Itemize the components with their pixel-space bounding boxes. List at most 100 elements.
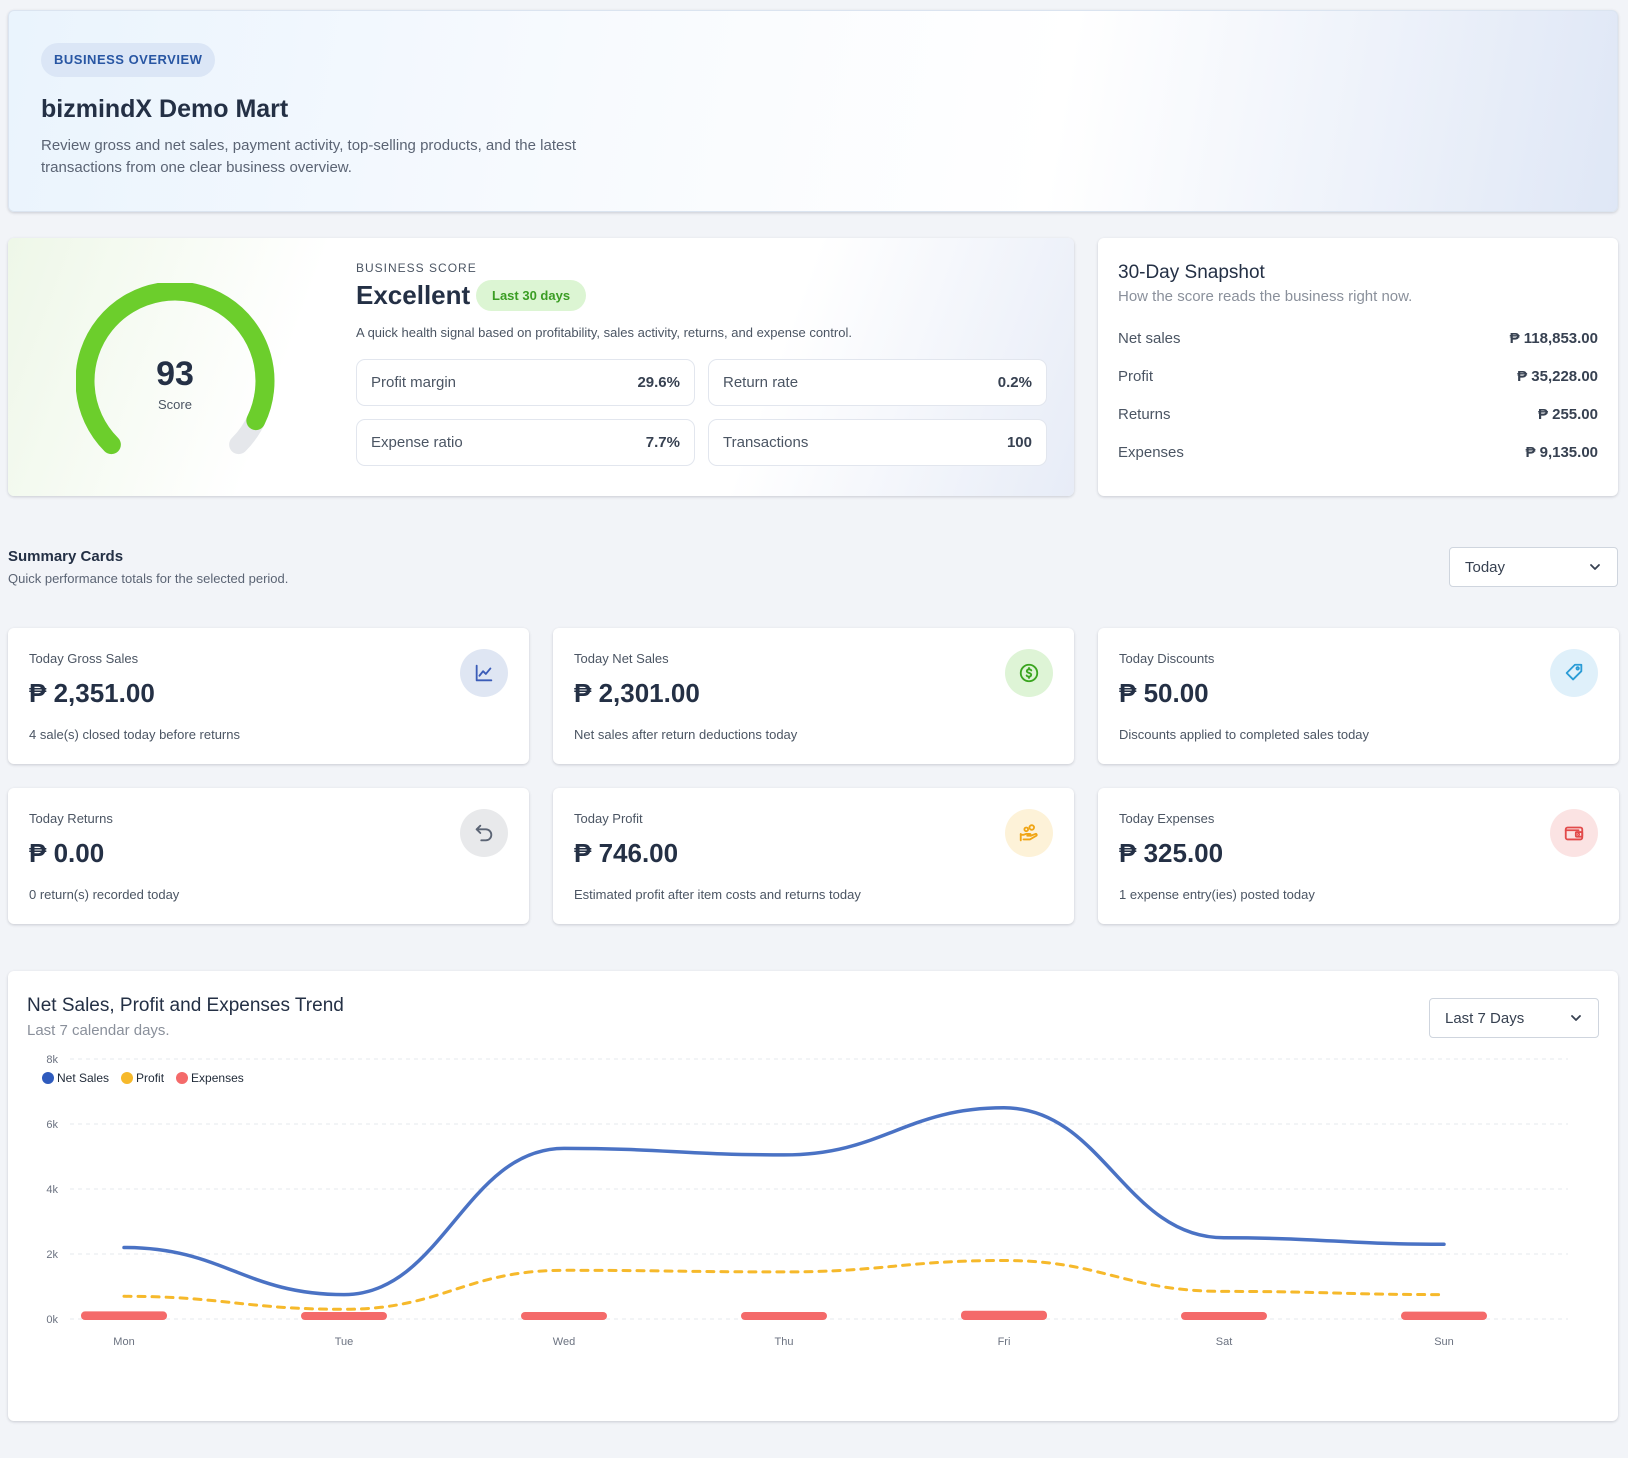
x-tick-label: Thu <box>775 1336 794 1348</box>
period-badge: Last 30 days <box>476 280 587 311</box>
snapshot-subtitle: How the score reads the business right n… <box>1118 288 1413 305</box>
business-score-card: 93 Score BUSINESS SCORE Excellent Last 3… <box>8 238 1074 496</box>
stat-card-discounts: Today Discounts ₱ 50.00 Discounts applie… <box>1098 628 1619 764</box>
summary-title: Summary Cards <box>8 548 124 565</box>
stat-label: Today Net Sales <box>574 651 669 666</box>
hero-description: Review gross and net sales, payment acti… <box>41 137 576 176</box>
metric-value: 7.7% <box>645 434 680 451</box>
stat-card-returns: Today Returns ₱ 0.00 0 return(s) recorde… <box>8 788 529 924</box>
snapshot-title: 30-Day Snapshot <box>1118 262 1265 283</box>
hand-coins-icon <box>1005 809 1053 857</box>
stat-card-net-sales: Today Net Sales ₱ 2,301.00 Net sales aft… <box>553 628 1074 764</box>
gauge-fill <box>76 283 275 455</box>
stat-note: Estimated profit after item costs and re… <box>574 887 861 902</box>
legend-label: Net Sales <box>57 1071 110 1085</box>
undo-icon <box>460 809 508 857</box>
snapshot-row-net-sales: Net sales ₱ 118,853.00 <box>1118 330 1598 347</box>
chevron-down-icon <box>1590 564 1600 570</box>
stat-value: ₱ 746.00 <box>574 838 679 868</box>
range-select[interactable]: Last 7 Days <box>1429 998 1599 1038</box>
stat-value: ₱ 50.00 <box>1119 678 1209 708</box>
stat-label: Today Profit <box>574 811 643 826</box>
legend-item-expenses[interactable]: Expenses <box>176 1071 244 1085</box>
stat-note: 0 return(s) recorded today <box>29 887 180 902</box>
stat-note: 1 expense entry(ies) posted today <box>1119 887 1315 902</box>
legend-item-net-sales[interactable]: Net Sales <box>42 1071 109 1085</box>
metric-expense-ratio: Expense ratio 7.7% <box>356 419 695 466</box>
score-gauge: 93 Score <box>76 283 275 455</box>
snapshot-card: 30-Day Snapshot How the score reads the … <box>1098 238 1618 496</box>
metric-transactions: Transactions 100 <box>708 419 1047 466</box>
y-tick-label: 4k <box>46 1184 58 1196</box>
x-tick-label: Tue <box>335 1336 354 1348</box>
snapshot-row-profit: Profit ₱ 35,228.00 <box>1118 368 1598 385</box>
stat-label: Today Returns <box>29 811 113 826</box>
expense-bar[interactable] <box>1181 1312 1267 1320</box>
stat-value: ₱ 2,351.00 <box>29 678 155 708</box>
metric-label: Profit margin <box>371 374 457 391</box>
stat-value: ₱ 325.00 <box>1119 838 1224 868</box>
legend-dot <box>176 1072 189 1084</box>
summary-subtitle: Quick performance totals for the selecte… <box>8 571 289 586</box>
y-tick-label: 6k <box>46 1119 58 1131</box>
expense-bar[interactable] <box>81 1311 167 1320</box>
metric-profit-margin: Profit margin 29.6% <box>356 359 695 406</box>
snapshot-label: Net sales <box>1118 330 1181 347</box>
x-tick-label: Sat <box>1216 1336 1233 1348</box>
series-line-profit <box>122 1258 1446 1311</box>
x-tick-label: Wed <box>553 1336 575 1348</box>
stat-note: Net sales after return deductions today <box>574 727 798 742</box>
snapshot-label: Expenses <box>1118 444 1184 461</box>
expense-bar[interactable] <box>1401 1311 1487 1320</box>
business-name: bizmindX Demo Mart <box>41 95 289 123</box>
chart-legend: Net Sales Profit Expenses <box>42 1071 244 1085</box>
x-tick-label: Sun <box>1434 1336 1454 1348</box>
section-pill: BUSINESS OVERVIEW <box>41 43 216 77</box>
snapshot-label: Profit <box>1118 368 1154 385</box>
trend-chart-card: 0k 2k 4k 6k 8k Mon Tue Wed Thu Fri Sat Sun Net Sal… <box>8 971 1618 1421</box>
trend-chart: 0k 2k 4k 6k 8k Mon Tue Wed Thu Fri Sat Sun <box>46 1054 1568 1348</box>
y-tick-label: 0k <box>46 1314 58 1326</box>
snapshot-label: Returns <box>1118 406 1171 423</box>
metric-label: Transactions <box>723 434 809 451</box>
tag-icon <box>1550 649 1598 697</box>
chart-line-icon <box>460 649 508 697</box>
stat-note: 4 sale(s) closed today before returns <box>29 727 240 742</box>
period-select-value: Today <box>1465 558 1506 576</box>
expense-bar[interactable] <box>741 1312 827 1320</box>
wallet-icon <box>1550 809 1598 857</box>
metric-return-rate: Return rate 0.2% <box>708 359 1047 406</box>
period-select[interactable]: Today <box>1449 547 1618 587</box>
stat-label: Today Discounts <box>1119 651 1215 666</box>
score-description: A quick health signal based on profitabi… <box>356 325 852 340</box>
expense-bar[interactable] <box>521 1312 607 1320</box>
legend-label: Expenses <box>191 1071 244 1085</box>
stat-card-gross-sales: Today Gross Sales ₱ 2,351.00 4 sale(s) c… <box>8 628 529 764</box>
stat-label: Today Expenses <box>1119 811 1215 826</box>
y-tick-label: 2k <box>46 1249 58 1261</box>
dollar-coin-icon <box>1005 649 1053 697</box>
stat-card-profit: Today Profit ₱ 746.00 Estimated profit a… <box>553 788 1074 924</box>
chevron-down-icon <box>1571 1015 1581 1021</box>
score-value: 93 <box>156 355 194 393</box>
legend-dot <box>42 1072 54 1084</box>
snapshot-value: ₱ 255.00 <box>1537 406 1598 423</box>
legend-item-profit[interactable]: Profit <box>121 1071 164 1085</box>
expense-bar[interactable] <box>961 1310 1047 1320</box>
trend-title: Net Sales, Profit and Expenses Trend <box>27 995 344 1016</box>
snapshot-row-returns: Returns ₱ 255.00 <box>1118 406 1598 423</box>
x-tick-label: Mon <box>113 1336 134 1348</box>
stat-value: ₱ 2,301.00 <box>574 678 700 708</box>
snapshot-value: ₱ 9,135.00 <box>1525 444 1598 461</box>
snapshot-value: ₱ 118,853.00 <box>1509 330 1598 347</box>
series-line-net-sales <box>122 1106 1446 1297</box>
y-tick-label: 8k <box>46 1054 58 1066</box>
score-grade: Excellent <box>356 280 471 310</box>
metric-value: 29.6% <box>637 374 680 391</box>
business-overview-hero: BUSINESS OVERVIEW bizmindX Demo Mart Rev… <box>8 10 1618 212</box>
expense-bar[interactable] <box>301 1312 387 1320</box>
snapshot-value: ₱ 35,228.00 <box>1517 368 1598 385</box>
score-eyebrow: BUSINESS SCORE <box>356 261 477 275</box>
snapshot-row-expenses: Expenses ₱ 9,135.00 <box>1118 444 1598 461</box>
stat-label: Today Gross Sales <box>29 651 139 666</box>
